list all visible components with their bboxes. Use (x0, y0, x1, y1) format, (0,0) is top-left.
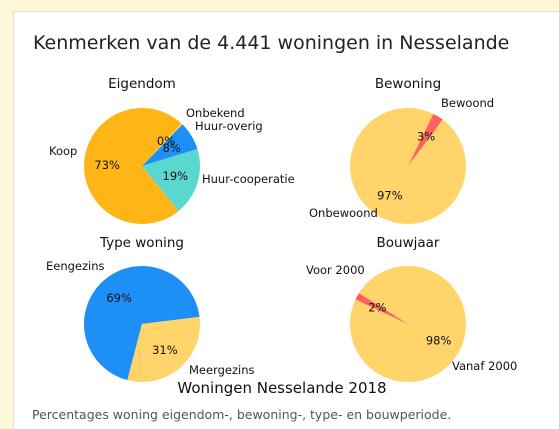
pie-slice (142, 148, 200, 212)
slice-category-label: Koop (49, 144, 77, 158)
slice-category-label: Meergezins (189, 363, 255, 377)
pie-title: Bewoning (375, 76, 441, 92)
slice-percent-label: 8% (163, 141, 181, 155)
pie-slice (349, 266, 466, 383)
slice-category-label: Vanaf 2000 (452, 359, 517, 373)
slice-category-label: Huur-overig (195, 119, 263, 133)
pie-figure: Woningen Nesselande 2018 Eigendom 73% Koop… (46, 76, 517, 397)
slice-percent-label: 3% (417, 129, 435, 143)
pie-slice (142, 124, 198, 166)
slice-category-label: Onbekend (186, 106, 245, 120)
pie-slice (355, 293, 408, 324)
slice-category-label: Eengezins (46, 259, 105, 273)
chart-card: Kenmerken van de 4.441 woningen in Nesse… (13, 11, 559, 429)
slice-category-label: Huur-cooperatie (202, 172, 295, 186)
slice-category-label: Bewoond (441, 96, 494, 110)
figure-suptitle: Woningen Nesselande 2018 (177, 379, 386, 397)
pie-slice (408, 113, 443, 166)
slice-percent-label: 97% (377, 189, 403, 203)
slice-percent-label: 73% (94, 158, 120, 172)
pie-title: Bouwjaar (377, 235, 440, 251)
slice-percent-label: 2% (368, 300, 386, 314)
slice-percent-label: 31% (152, 343, 178, 357)
slice-category-label: Voor 2000 (306, 263, 365, 277)
pie-slice (349, 107, 466, 224)
pie-slice (127, 316, 201, 383)
slice-category-label: Onbewoond (309, 206, 378, 220)
slice-percent-label: 19% (163, 169, 189, 183)
pie-slice (84, 266, 200, 381)
slice-percent-label: 0% (157, 134, 175, 148)
pie-title: Eigendom (108, 76, 176, 92)
slice-percent-label: 98% (426, 334, 452, 348)
pie-slice (84, 107, 182, 224)
slice-percent-label: 69% (106, 291, 132, 305)
page-title: Kenmerken van de 4.441 woningen in Nesse… (33, 32, 510, 54)
figure-caption: Percentages woning eigendom-, bewoning-,… (32, 407, 452, 422)
pie-title: Type woning (99, 235, 184, 251)
pie-slice (142, 123, 183, 166)
